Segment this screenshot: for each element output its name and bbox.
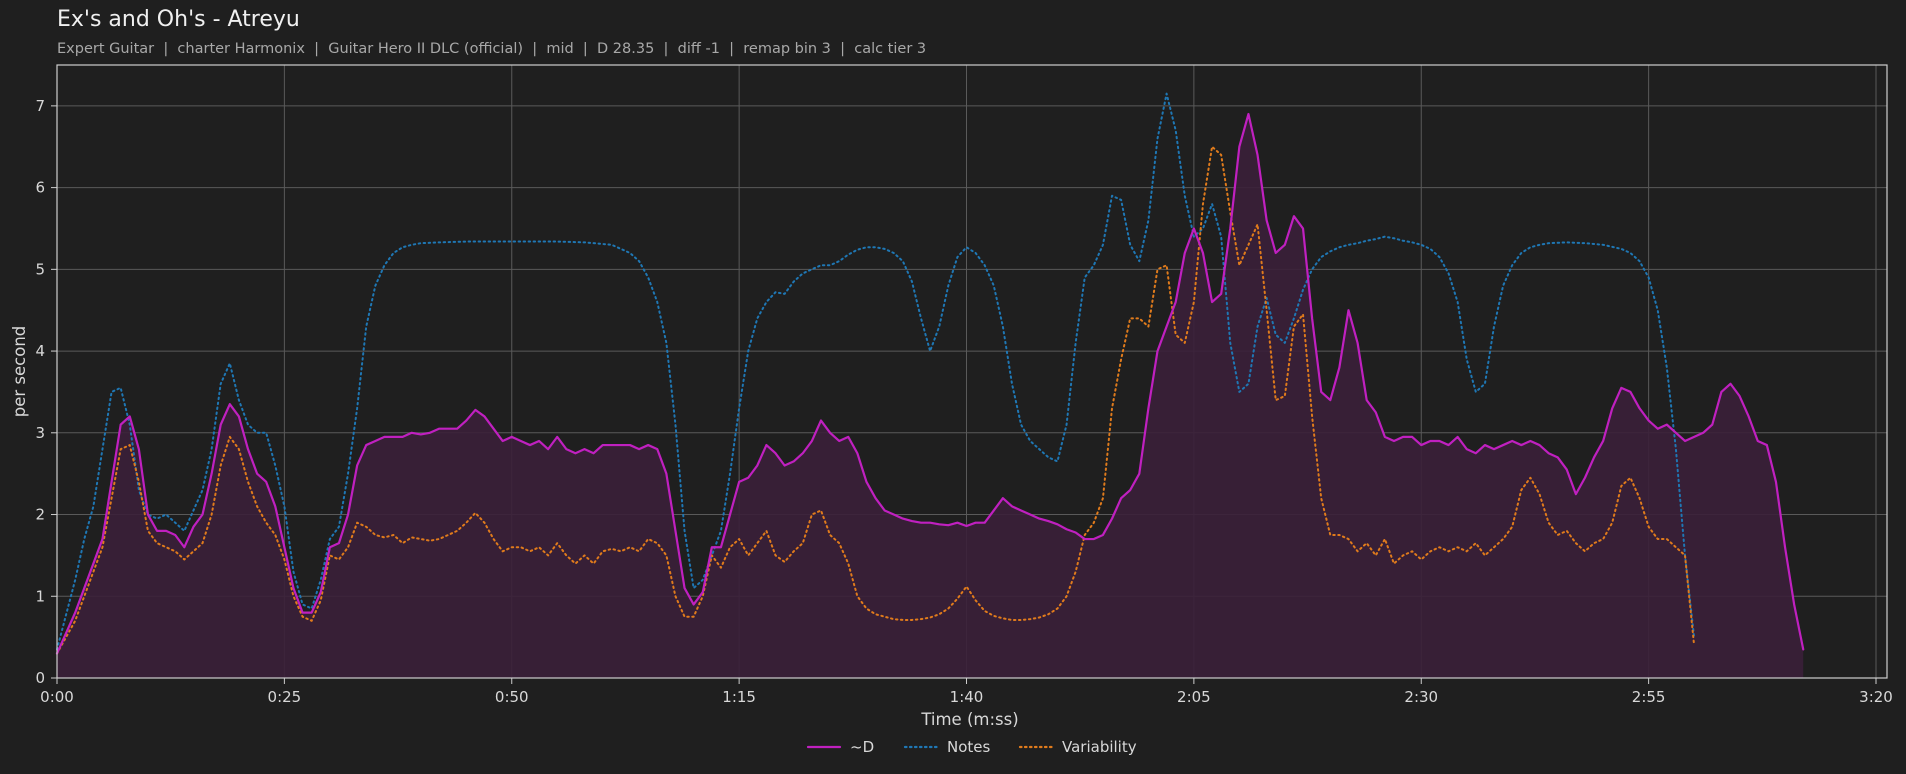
chart-title: Ex's and Oh's - Atreyu	[57, 7, 300, 32]
x-tick-label: 0:50	[495, 688, 529, 706]
y-tick-label: 2	[35, 506, 45, 524]
series-line-variability	[56, 145, 1696, 655]
y-tick-label: 5	[35, 260, 45, 278]
x-axis-label: Time (m:ss)	[920, 710, 1018, 729]
x-tick-label: 2:55	[1632, 688, 1666, 706]
x-tick-label: 0:25	[268, 688, 302, 706]
y-tick-label: 0	[35, 669, 45, 687]
y-tick-label: 6	[35, 179, 45, 197]
y-tick-label: 4	[35, 342, 45, 360]
plot-frame	[56, 64, 1888, 679]
x-tick-label: 2:30	[1404, 688, 1438, 706]
y-tick-label: 1	[35, 587, 45, 605]
x-tick-label: 3:20	[1859, 688, 1893, 706]
y-axis-label: per second	[10, 326, 29, 418]
x-tick-label: 0:00	[40, 688, 74, 706]
chart-subtitle: Expert Guitar | charter Harmonix | Guita…	[57, 41, 927, 57]
x-tick-label: 2:05	[1177, 688, 1211, 706]
y-tick-label: 3	[35, 424, 45, 442]
legend-label: Notes	[947, 738, 991, 756]
series-fill-area	[57, 114, 1804, 679]
legend-label: ~D	[850, 738, 874, 756]
x-tick-label: 1:15	[722, 688, 756, 706]
legend-label: Variability	[1062, 738, 1137, 756]
x-tick-label: 1:40	[950, 688, 984, 706]
series-line-notes	[56, 92, 1696, 651]
y-tick-label: 7	[35, 97, 45, 115]
series-line-d	[55, 112, 1805, 655]
